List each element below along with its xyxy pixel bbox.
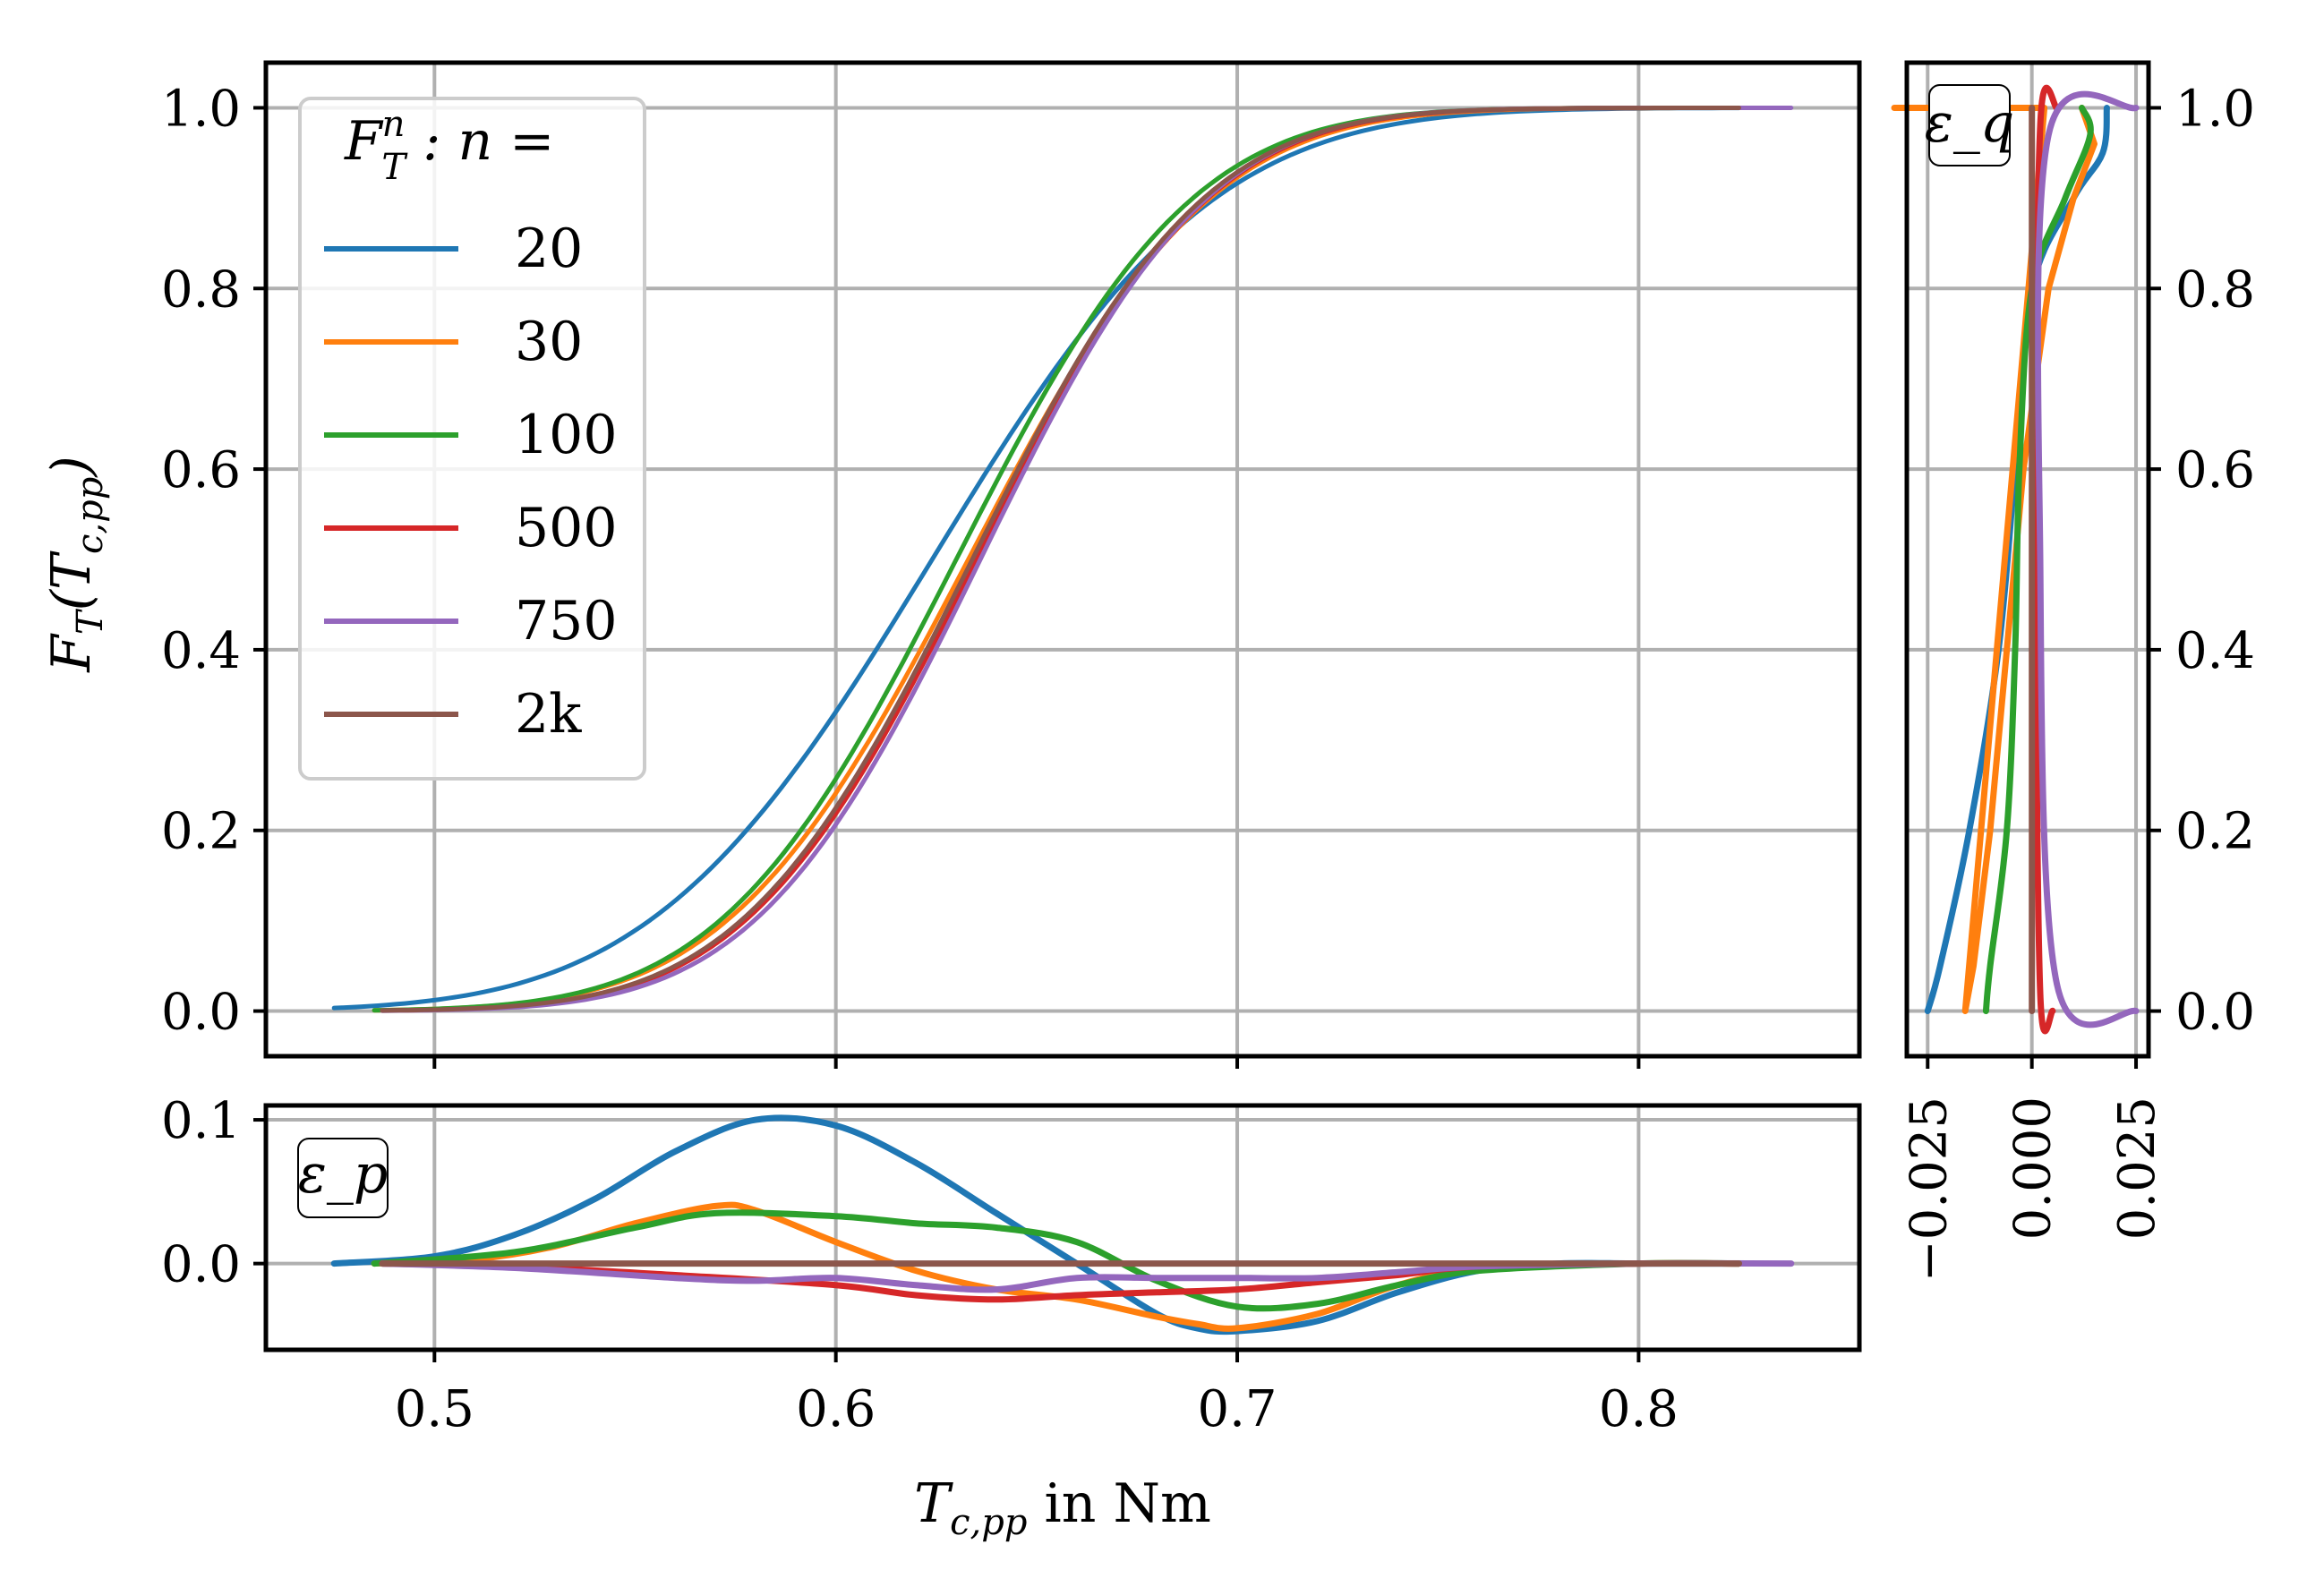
right-ytick-label-5: 1.0 <box>2175 80 2255 138</box>
bottom-xtick-label-0: 0.5 <box>395 1380 474 1438</box>
main-plot-panel: 0.0 0.2 0.4 0.6 0.8 1.0 Fn T : n = 20 30 100 500 7… <box>40 60 1862 1069</box>
legend-label-2k: 2k <box>515 683 582 746</box>
legend-label-100: 100 <box>515 404 618 466</box>
main-ytick-label-0: 0.0 <box>161 984 241 1042</box>
bottom-ytick-label-0: 0.0 <box>161 1236 241 1294</box>
bottom-series-group <box>330 1114 1795 1335</box>
right-ytick-label-1: 0.2 <box>2175 803 2255 861</box>
right-x-ticks: −0.025 0.000 0.025 <box>1900 1056 2166 1282</box>
bottom-y-ticks: 0.0 0.1 <box>161 1092 266 1294</box>
right-ytick-label-4: 0.8 <box>2175 260 2255 319</box>
legend: Fn T : n = 20 30 100 500 750 2k <box>298 97 646 781</box>
right-error-panel: 0.0 0.2 0.4 0.6 0.8 1.0 −0.025 0.000 0.025 ε_q <box>1891 60 2255 1282</box>
main-ytick-label-4: 0.8 <box>161 260 241 319</box>
main-ytick-label-3: 0.6 <box>161 441 241 499</box>
right-series-750 <box>2034 90 2140 1028</box>
legend-label-30: 30 <box>515 311 583 373</box>
legend-label-500: 500 <box>515 497 618 559</box>
ep-annotation-box <box>297 1138 389 1218</box>
bottom-xtick-label-2: 0.7 <box>1198 1380 1277 1438</box>
eq-annotation-box <box>1928 84 2011 166</box>
bottom-x-ticks: 0.5 0.6 0.7 0.8 <box>395 1350 1679 1438</box>
bottom-series-100 <box>371 1209 1742 1312</box>
main-x-ticks <box>432 1056 1641 1069</box>
main-series-group <box>331 106 1794 1013</box>
right-ytick-label-2: 0.4 <box>2175 622 2255 680</box>
main-y-axis-label: FT(Tc,pp) <box>40 456 111 673</box>
main-y-ticks: 0.0 0.2 0.4 0.6 0.8 1.0 <box>161 80 266 1042</box>
right-series-group <box>1891 84 2140 1035</box>
main-ytick-label-5: 1.0 <box>161 80 241 138</box>
legend-label-20: 20 <box>515 218 583 280</box>
right-ytick-label-0: 0.0 <box>2175 984 2255 1042</box>
x-axis-label: Tc,pp in Nm <box>914 1472 1211 1543</box>
right-series-500 <box>2032 84 2061 1035</box>
main-axes-frame <box>263 60 1862 1059</box>
ep-annotation: ε_p <box>298 1143 389 1206</box>
right-ytick-label-3: 0.6 <box>2175 441 2255 499</box>
bottom-xtick-label-1: 0.6 <box>796 1380 876 1438</box>
legend-entries: 20 30 100 500 750 2k <box>324 218 618 746</box>
legend-box <box>298 97 646 781</box>
bottom-error-panel: 0.0 0.1 0.5 0.6 0.7 0.8 ε_p Tc,pp in Nm <box>161 1092 1862 1543</box>
main-ytick-label-2: 0.4 <box>161 622 241 680</box>
bottom-xtick-label-3: 0.8 <box>1599 1380 1679 1438</box>
bottom-ytick-label-1: 0.1 <box>161 1092 241 1150</box>
main-series-2k <box>380 106 1741 1013</box>
right-series-100 <box>1982 105 2094 1014</box>
right-series-30 <box>1891 105 2098 1014</box>
right-xtick-label-0: −0.025 <box>1900 1096 1958 1282</box>
bottom-axes-frame <box>263 1103 1862 1352</box>
right-xtick-label-1: 0.000 <box>2004 1096 2063 1240</box>
right-y-ticks: 0.0 0.2 0.4 0.6 0.8 1.0 <box>2149 80 2255 1042</box>
main-ytick-label-1: 0.2 <box>161 803 241 861</box>
legend-label-750: 750 <box>515 590 618 653</box>
eq-annotation: ε_q <box>1925 92 2015 155</box>
right-xtick-label-2: 0.025 <box>2108 1096 2166 1240</box>
right-axes-frame <box>1904 60 2151 1059</box>
legend-title: Fn T : n = <box>344 104 554 188</box>
